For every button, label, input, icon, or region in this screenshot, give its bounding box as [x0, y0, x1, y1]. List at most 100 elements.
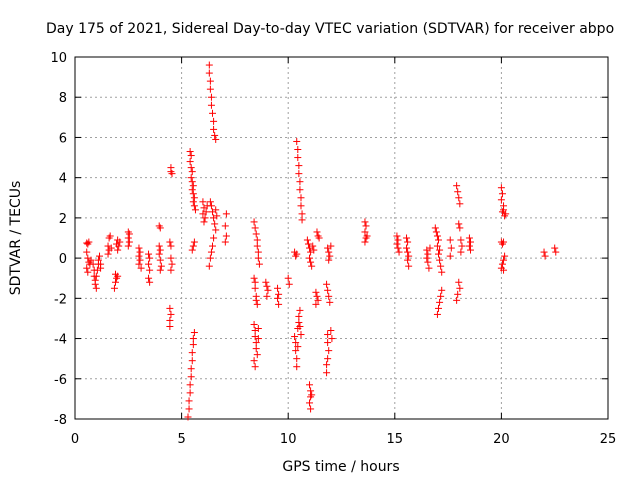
data-point	[456, 224, 464, 232]
data-point	[446, 236, 454, 244]
data-point	[251, 224, 259, 232]
data-point	[205, 262, 213, 270]
data-point	[187, 164, 195, 172]
data-point	[207, 101, 215, 109]
data-point	[395, 248, 403, 256]
data-point	[210, 117, 218, 125]
data-point	[303, 236, 311, 244]
data-point	[255, 260, 263, 268]
data-point	[135, 252, 143, 260]
data-point	[456, 284, 464, 292]
data-point	[497, 184, 505, 192]
data-point	[135, 260, 143, 268]
data-point	[190, 238, 198, 246]
data-point	[136, 248, 144, 256]
y-tick-label: -6	[54, 373, 67, 388]
data-point	[207, 93, 215, 101]
data-point	[135, 244, 143, 252]
data-point	[425, 264, 433, 272]
data-point	[222, 210, 230, 218]
data-point	[114, 246, 122, 254]
data-point	[307, 387, 315, 395]
data-point	[145, 274, 153, 282]
data-point	[253, 300, 261, 308]
data-point	[325, 248, 333, 256]
data-point	[190, 194, 198, 202]
data-point	[457, 248, 465, 256]
data-point	[156, 224, 164, 232]
data-point	[324, 339, 332, 347]
data-point	[455, 194, 463, 202]
x-axis-label: GPS time / hours	[282, 459, 399, 475]
data-point	[254, 254, 262, 262]
data-point	[274, 284, 282, 292]
data-point	[306, 381, 314, 389]
data-point	[312, 300, 320, 308]
data-point	[188, 246, 196, 254]
data-point	[293, 363, 301, 371]
y-tick-label: -4	[54, 333, 67, 348]
data-point	[424, 258, 432, 266]
data-point	[187, 152, 195, 160]
y-tick-label: 4	[59, 172, 67, 187]
data-point	[188, 349, 196, 357]
data-point	[498, 260, 506, 268]
data-point	[424, 250, 432, 258]
data-point	[361, 228, 369, 236]
data-point	[296, 178, 304, 186]
data-point	[146, 254, 154, 262]
data-point	[274, 294, 282, 302]
data-point	[295, 170, 303, 178]
x-tick-label: 5	[177, 432, 185, 447]
data-point	[394, 244, 402, 252]
data-point	[253, 236, 261, 244]
data-point	[85, 238, 93, 246]
data-point	[298, 210, 306, 218]
data-point	[327, 242, 335, 250]
data-point	[212, 206, 220, 214]
data-point	[209, 242, 217, 250]
data-point	[456, 200, 464, 208]
data-point	[292, 347, 300, 355]
data-point	[541, 252, 549, 260]
data-point	[307, 405, 315, 413]
data-point	[116, 238, 124, 246]
data-point	[92, 284, 100, 292]
data-point	[190, 202, 198, 210]
data-point	[457, 236, 465, 244]
data-point	[186, 158, 194, 166]
data-point	[404, 238, 412, 246]
x-tick-labels: 0 5 10 15 20 25	[71, 432, 616, 447]
data-point	[189, 198, 197, 206]
data-point	[298, 216, 306, 224]
data-point	[186, 381, 194, 389]
data-point	[94, 256, 102, 264]
data-point	[137, 264, 145, 272]
data-point	[210, 234, 218, 242]
data-point	[295, 162, 303, 170]
data-point	[189, 190, 197, 198]
data-point	[156, 246, 164, 254]
data-point	[110, 284, 118, 292]
data-point	[107, 244, 115, 252]
data-point	[500, 206, 508, 214]
data-point	[296, 186, 304, 194]
data-point	[438, 268, 446, 276]
data-point	[252, 230, 260, 238]
data-point	[166, 238, 174, 246]
data-point	[115, 242, 123, 250]
data-point	[433, 310, 441, 318]
data-point	[293, 137, 301, 145]
x-tick-label: 20	[493, 432, 510, 447]
data-point	[167, 310, 175, 318]
data-point	[293, 355, 301, 363]
data-point	[324, 286, 332, 294]
data-point	[185, 405, 193, 413]
data-point	[466, 238, 474, 246]
data-point	[263, 282, 271, 290]
data-point	[454, 290, 462, 298]
data-point	[294, 146, 302, 154]
data-point	[104, 250, 112, 258]
data-point	[447, 244, 455, 252]
